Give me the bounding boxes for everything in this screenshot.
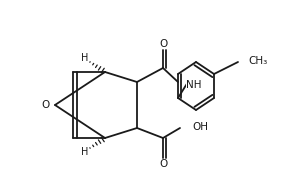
Text: O: O xyxy=(42,100,50,110)
Text: H: H xyxy=(81,53,89,63)
Text: O: O xyxy=(159,159,167,169)
Text: O: O xyxy=(159,39,167,49)
Text: OH: OH xyxy=(192,122,208,132)
Text: CH₃: CH₃ xyxy=(248,56,267,66)
Text: NH: NH xyxy=(186,80,202,90)
Text: H: H xyxy=(81,147,89,157)
